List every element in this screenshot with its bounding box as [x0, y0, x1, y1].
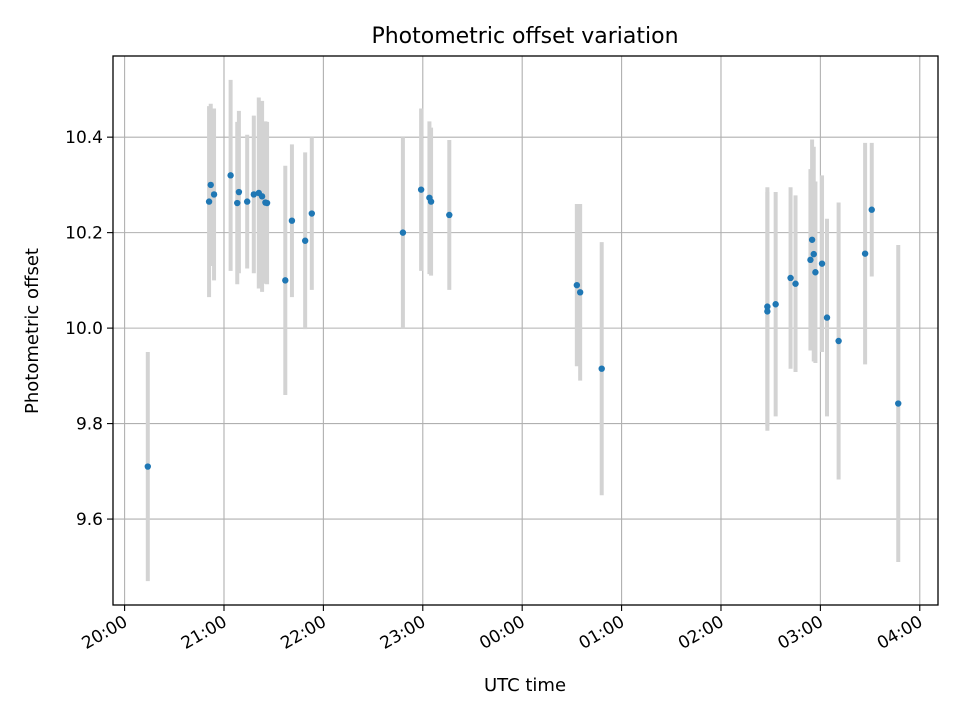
data-point: [301, 237, 309, 244]
data-point: [764, 308, 771, 315]
x-tick-label: 04:00: [874, 612, 926, 654]
data-point: [144, 463, 151, 470]
data-point: [764, 303, 771, 310]
y-tick-label: 10.0: [65, 319, 103, 339]
x-tick-label: 22:00: [277, 612, 329, 654]
x-axis-ticks: 20:00 21:00 22:00 23:00 00:00 01:00 02:00 03:00…: [79, 605, 926, 654]
data-point: [807, 256, 814, 264]
plot-frame: [112, 55, 939, 606]
x-tick-label: 00:00: [476, 612, 528, 654]
data-point: [812, 269, 819, 276]
data-point: [417, 186, 425, 193]
y-axis-label: Photometric offset: [22, 248, 43, 414]
data-point: [792, 280, 799, 287]
data-point: [818, 260, 826, 267]
data-point: [576, 289, 584, 296]
data-point: [772, 301, 779, 308]
grid: [113, 56, 938, 605]
x-tick-label: 20:00: [79, 612, 131, 654]
data-point: [808, 236, 816, 243]
y-tick-label: 10.2: [65, 224, 103, 244]
data-points: [144, 172, 902, 470]
data-point: [598, 365, 605, 372]
data-point: [787, 274, 794, 282]
data-point: [263, 199, 271, 207]
x-tick-label: 03:00: [774, 612, 826, 654]
data-point: [835, 337, 842, 345]
data-point: [427, 198, 435, 205]
data-point: [205, 198, 213, 205]
data-point: [861, 250, 869, 257]
data-point: [282, 277, 289, 284]
y-tick-label: 9.8: [76, 415, 103, 435]
y-tick-label: 10.4: [65, 128, 103, 148]
data-point: [446, 211, 453, 219]
x-axis-label: UTC time: [484, 675, 566, 696]
data-point: [810, 250, 817, 258]
data-point: [250, 191, 258, 198]
data-point: [895, 400, 902, 407]
x-tick-label: 02:00: [675, 612, 727, 654]
y-tick-label: 9.6: [76, 510, 103, 530]
y-axis-ticks: 9.6 9.8 10.0 10.2 10.4: [65, 128, 113, 530]
data-point: [308, 210, 315, 217]
data-point: [573, 281, 581, 289]
chart-title: Photometric offset variation: [371, 24, 678, 49]
data-point: [288, 217, 296, 224]
data-point: [210, 191, 218, 198]
data-point: [235, 188, 243, 196]
data-point: [227, 172, 234, 179]
x-tick-label: 21:00: [178, 612, 230, 654]
data-point: [207, 181, 214, 189]
data-point: [399, 229, 407, 236]
data-point: [258, 193, 266, 200]
data-point: [234, 199, 241, 207]
error-bars: [145, 79, 901, 582]
x-tick-label: 01:00: [576, 612, 628, 654]
data-point: [823, 314, 831, 321]
data-point: [868, 206, 875, 213]
data-point: [243, 198, 251, 205]
x-tick-label: 23:00: [377, 612, 429, 654]
